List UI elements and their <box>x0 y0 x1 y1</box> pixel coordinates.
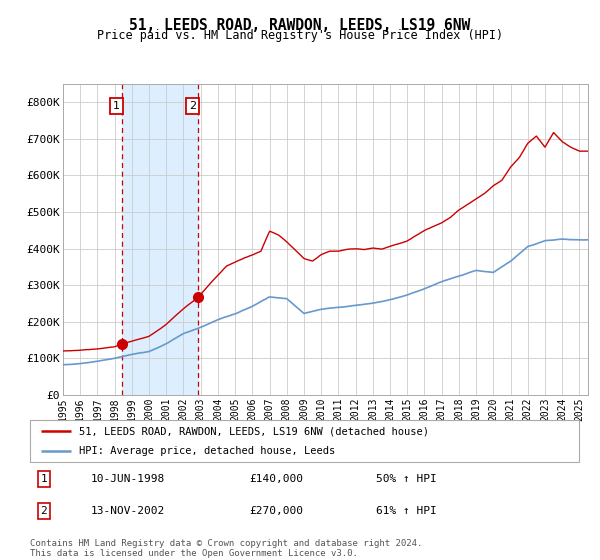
Text: 2: 2 <box>189 101 196 111</box>
Text: 1: 1 <box>40 474 47 484</box>
Text: £270,000: £270,000 <box>250 506 304 516</box>
Text: 50% ↑ HPI: 50% ↑ HPI <box>376 474 437 484</box>
Text: 10-JUN-1998: 10-JUN-1998 <box>91 474 164 484</box>
Text: 51, LEEDS ROAD, RAWDON, LEEDS, LS19 6NW: 51, LEEDS ROAD, RAWDON, LEEDS, LS19 6NW <box>130 18 470 33</box>
Text: Contains HM Land Registry data © Crown copyright and database right 2024.
This d: Contains HM Land Registry data © Crown c… <box>30 539 422 558</box>
Text: 1: 1 <box>113 101 119 111</box>
Text: 61% ↑ HPI: 61% ↑ HPI <box>376 506 437 516</box>
Text: 51, LEEDS ROAD, RAWDON, LEEDS, LS19 6NW (detached house): 51, LEEDS ROAD, RAWDON, LEEDS, LS19 6NW … <box>79 426 430 436</box>
Text: HPI: Average price, detached house, Leeds: HPI: Average price, detached house, Leed… <box>79 446 335 456</box>
Bar <box>122 84 199 395</box>
FancyBboxPatch shape <box>30 420 579 462</box>
Text: £140,000: £140,000 <box>250 474 304 484</box>
Text: 13-NOV-2002: 13-NOV-2002 <box>91 506 164 516</box>
Text: Price paid vs. HM Land Registry's House Price Index (HPI): Price paid vs. HM Land Registry's House … <box>97 29 503 42</box>
Text: 2: 2 <box>40 506 47 516</box>
